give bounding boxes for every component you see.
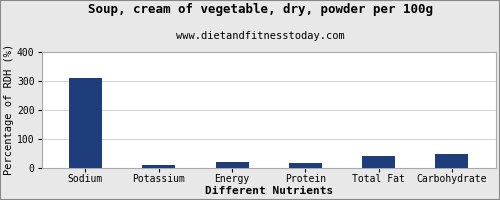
Bar: [69, 78, 102, 168]
X-axis label: Different Nutrients: Different Nutrients: [204, 186, 333, 196]
Text: www.dietandfitnesstoday.com: www.dietandfitnesstoday.com: [176, 31, 344, 41]
Text: Soup, cream of vegetable, dry, powder per 100g: Soup, cream of vegetable, dry, powder pe…: [88, 3, 432, 16]
Y-axis label: Percentage of RDH (%): Percentage of RDH (%): [4, 44, 14, 175]
Bar: [362, 156, 395, 168]
Bar: [289, 163, 322, 168]
Bar: [436, 154, 468, 168]
Bar: [142, 165, 175, 168]
Bar: [216, 162, 248, 168]
